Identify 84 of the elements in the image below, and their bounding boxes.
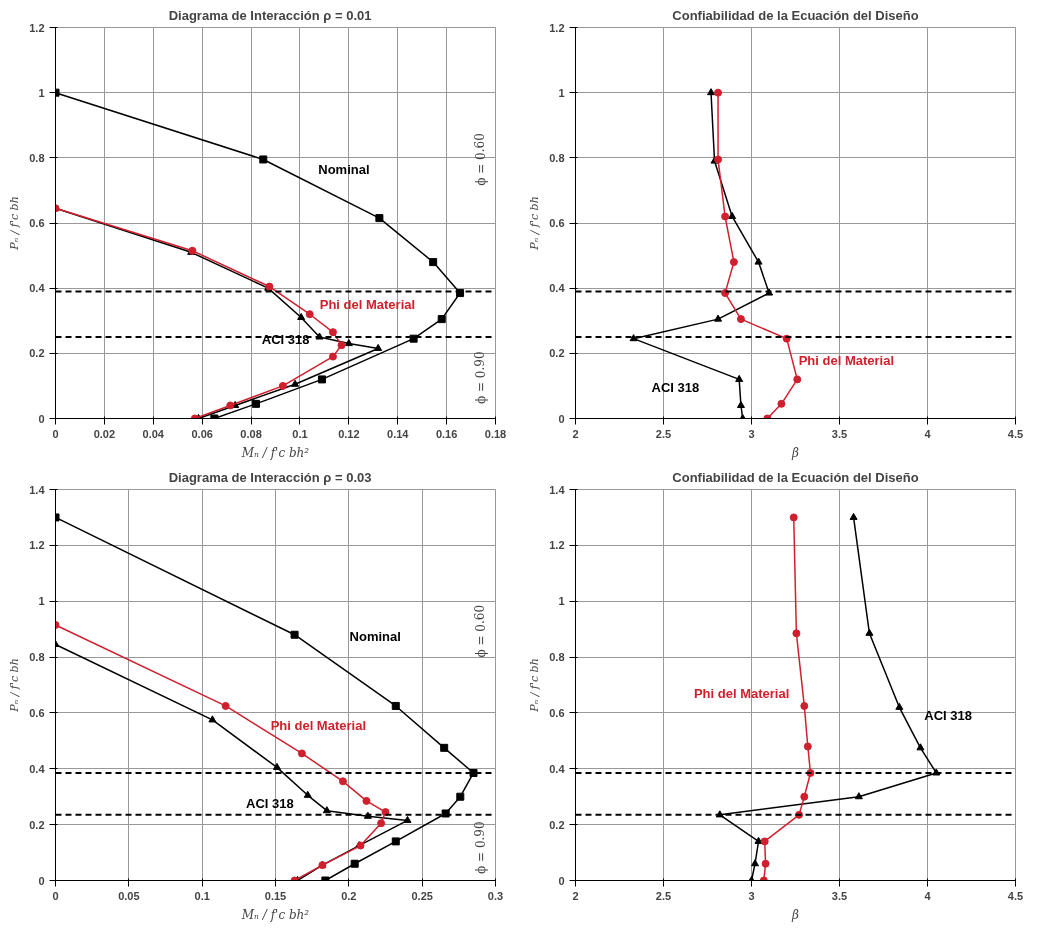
x-tick-label: 0.08 xyxy=(240,427,262,440)
x-tick-label: 4 xyxy=(924,889,932,902)
y-tick-label: 0.6 xyxy=(29,706,45,719)
x-tick-label: 0.12 xyxy=(338,427,360,440)
chart-title: Diagrama de Interacción ρ = 0.01 xyxy=(168,7,372,23)
y-tick-label: 0 xyxy=(558,874,565,887)
y-tick-label: 0.8 xyxy=(29,651,45,664)
x-tick-label: 3.5 xyxy=(831,427,848,440)
x-tick-label: 0.1 xyxy=(292,427,308,440)
x-tick-label: 3 xyxy=(748,889,755,902)
y-tick-label: 1.2 xyxy=(29,539,45,552)
y-axis-title: Pₙ / f'c bh xyxy=(8,196,22,251)
x-tick-label: 0.18 xyxy=(484,427,507,440)
series-label: Phi del Material xyxy=(798,353,895,369)
x-tick-label: 0.2 xyxy=(341,889,357,902)
series-label: ACI 318 xyxy=(651,379,700,395)
y-axis-title: Pₙ / f'c bh xyxy=(8,658,22,713)
x-tick-label: 0.1 xyxy=(194,889,210,902)
annotation: ϕ = 0.60 xyxy=(473,133,488,186)
x-tick-label: 0.05 xyxy=(118,889,140,902)
x-tick-label: 3 xyxy=(748,427,755,440)
y-tick-label: 1.4 xyxy=(29,483,46,496)
x-tick-label: 3.5 xyxy=(831,889,848,902)
chart-title: Diagrama de Interacción ρ = 0.03 xyxy=(168,469,372,485)
x-axis-title: β xyxy=(791,445,800,460)
y-tick-label: 0.4 xyxy=(549,282,566,295)
y-tick-label: 0 xyxy=(38,412,45,425)
annotation: ϕ = 0.90 xyxy=(473,351,488,405)
y-tick-label: 1.4 xyxy=(549,483,566,496)
y-tick-label: 1.2 xyxy=(549,21,565,34)
chart-title: Confiabilidad de la Ecuación del Diseño xyxy=(672,469,919,485)
x-axis-title: Mₙ / f'c bh² xyxy=(240,445,310,460)
x-tick-label: 0.04 xyxy=(142,427,165,440)
y-tick-label: 0.6 xyxy=(549,217,565,229)
x-tick-label: 2 xyxy=(572,427,579,440)
x-tick-label: 0 xyxy=(52,889,59,902)
series-label: Nominal xyxy=(349,629,401,645)
y-tick-label: 0.4 xyxy=(29,762,46,775)
x-tick-label: 2 xyxy=(572,889,579,902)
y-tick-label: 0.2 xyxy=(549,818,565,831)
annotation: ϕ = 0.60 xyxy=(473,604,488,658)
x-axis-title: Mₙ / f'c bh² xyxy=(240,907,310,922)
x-tick-label: 0 xyxy=(52,427,59,440)
y-tick-label: 0 xyxy=(558,412,565,425)
x-tick-label: 4.5 xyxy=(1007,427,1024,440)
y-tick-label: 1 xyxy=(558,86,565,99)
y-axis-title: Pₙ / f'c bh xyxy=(528,658,542,713)
y-tick-label: 0.2 xyxy=(29,818,45,831)
x-tick-label: 0.25 xyxy=(411,889,433,902)
y-tick-label: 0.2 xyxy=(549,347,565,360)
y-tick-label: 0.6 xyxy=(549,706,565,719)
y-tick-label: 1.2 xyxy=(29,21,45,34)
y-tick-label: 1 xyxy=(38,595,45,608)
y-tick-label: 0.8 xyxy=(549,651,565,664)
x-tick-label: 0.3 xyxy=(487,889,504,902)
series-label: ACI 318 xyxy=(924,707,973,723)
y-tick-label: 1 xyxy=(558,595,565,608)
x-tick-label: 2.5 xyxy=(655,427,672,440)
series-label: Phi del Material xyxy=(319,296,416,312)
y-tick-label: 0 xyxy=(38,874,45,887)
y-tick-label: 1 xyxy=(38,86,45,99)
x-tick-label: 0.15 xyxy=(264,889,287,902)
x-tick-label: 0.06 xyxy=(191,427,213,440)
y-tick-label: 0.6 xyxy=(29,217,45,229)
x-tick-label: 0.02 xyxy=(93,427,116,440)
x-axis-title: β xyxy=(791,907,800,922)
series-label: ACI 318 xyxy=(246,795,294,811)
y-tick-label: 0.4 xyxy=(29,282,46,295)
x-tick-label: 4.5 xyxy=(1007,889,1024,902)
y-tick-label: 0.4 xyxy=(549,762,566,775)
y-tick-label: 0.8 xyxy=(549,151,565,164)
annotation: ϕ = 0.90 xyxy=(473,821,488,874)
series-label: Phi del Material xyxy=(693,686,790,702)
x-tick-label: 4 xyxy=(924,427,932,440)
series-label: Phi del Material xyxy=(270,718,367,734)
y-axis-title: Pₙ / f'c bh xyxy=(528,196,542,251)
y-tick-label: 0.2 xyxy=(29,347,45,360)
y-tick-label: 1.2 xyxy=(549,539,565,552)
x-tick-label: 0.16 xyxy=(435,427,458,440)
chart-title: Confiabilidad de la Ecuación del Diseño xyxy=(672,7,919,23)
x-tick-label: 0.14 xyxy=(387,427,410,440)
series-label: Nominal xyxy=(318,161,370,177)
x-tick-label: 2.5 xyxy=(655,889,672,902)
y-tick-label: 0.8 xyxy=(29,151,45,164)
